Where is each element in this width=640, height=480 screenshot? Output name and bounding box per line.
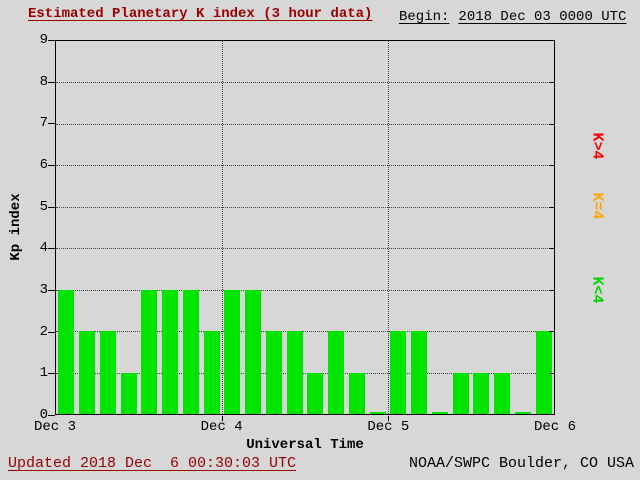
kp-bar (494, 372, 511, 414)
x-tick-mark (388, 416, 390, 421)
plot-area (55, 40, 555, 415)
x-tick-label: Dec 6 (533, 419, 577, 435)
y-tick-label: 8 (39, 73, 48, 90)
y-tick-label: 4 (39, 240, 48, 257)
y-tick-mark (48, 40, 55, 41)
h-gridline (56, 372, 554, 374)
kp-bar (286, 331, 303, 414)
legend-label-K4: K=4 (588, 192, 606, 220)
y-tick-mark-right (549, 372, 554, 374)
kp-bar (224, 289, 241, 414)
y-tick-mark-right (549, 289, 554, 291)
x-axis-label: Universal Time (246, 437, 364, 453)
x-tick-label: Dec 4 (200, 419, 243, 435)
v-gridline (388, 41, 389, 414)
kp-bar (473, 372, 490, 414)
y-tick-mark (48, 123, 55, 125)
kp-bar (328, 331, 345, 414)
x-tick-mark (221, 416, 223, 421)
y-tick-label: 7 (39, 115, 48, 132)
h-gridline (56, 123, 554, 125)
legend-label-K4: K<4 (588, 276, 606, 304)
begin-value: 2018 Dec 03 0000 UTC (458, 9, 627, 25)
x-tick-label: Dec 5 (367, 419, 410, 435)
kp-bar (431, 412, 448, 414)
y-axis-label: Kp index (8, 193, 24, 261)
h-gridline (56, 248, 554, 250)
v-gridline (222, 41, 223, 414)
y-tick-mark-right (549, 123, 554, 125)
kp-bar (58, 289, 75, 414)
x-tick-label: Dec 3 (33, 419, 77, 435)
kp-bar (120, 372, 137, 414)
kp-bar (348, 372, 365, 414)
y-tick-mark (48, 165, 55, 166)
y-tick-mark (48, 290, 55, 291)
y-tick-mark (48, 331, 55, 333)
kp-bar (79, 331, 96, 414)
source-attribution: NOAA/SWPC Boulder, CO USA (408, 455, 634, 472)
kp-bar (162, 289, 179, 414)
h-gridline (56, 206, 554, 208)
kp-bar (390, 331, 407, 414)
y-tick-label: 9 (39, 32, 48, 48)
kp-bar (369, 412, 386, 414)
y-tick-label: 1 (39, 365, 48, 382)
h-gridline (56, 82, 554, 84)
y-tick-mark (48, 415, 55, 416)
y-tick-label: 2 (39, 323, 48, 340)
kp-bar (245, 289, 262, 414)
kp-bar (182, 289, 199, 414)
kp-bar (535, 331, 552, 414)
y-tick-mark-right (549, 206, 554, 208)
begin-time: Begin: 2018 Dec 03 0000 UTC (399, 9, 626, 25)
h-gridline (56, 165, 554, 167)
kp-bar (411, 331, 428, 414)
y-tick-label: 5 (39, 198, 48, 215)
y-tick-label: 0 (39, 407, 48, 423)
y-tick-mark (48, 248, 55, 250)
kp-bar (307, 372, 324, 414)
updated-timestamp: Updated 2018 Dec 6 00:30:03 UTC (8, 455, 297, 472)
y-tick-mark-right (549, 331, 554, 333)
y-tick-mark (48, 373, 55, 375)
kp-bar (141, 289, 158, 414)
h-gridline (56, 289, 554, 291)
h-gridline (56, 331, 554, 333)
kp-bar (203, 331, 220, 414)
begin-label: Begin: (399, 9, 450, 25)
y-tick-mark (48, 81, 55, 83)
y-tick-label: 3 (39, 282, 48, 298)
y-tick-mark-right (549, 248, 554, 250)
kp-bar (265, 331, 282, 414)
kp-bar (99, 331, 116, 414)
kp-bar (514, 412, 531, 414)
y-tick-mark (48, 206, 55, 208)
y-tick-label: 6 (39, 157, 48, 173)
legend-label-K4: K>4 (588, 132, 606, 160)
kp-bar (452, 372, 469, 414)
y-tick-mark-right (549, 165, 554, 167)
y-tick-mark-right (549, 82, 554, 84)
chart-title: Estimated Planetary K index (3 hour data… (28, 6, 373, 22)
